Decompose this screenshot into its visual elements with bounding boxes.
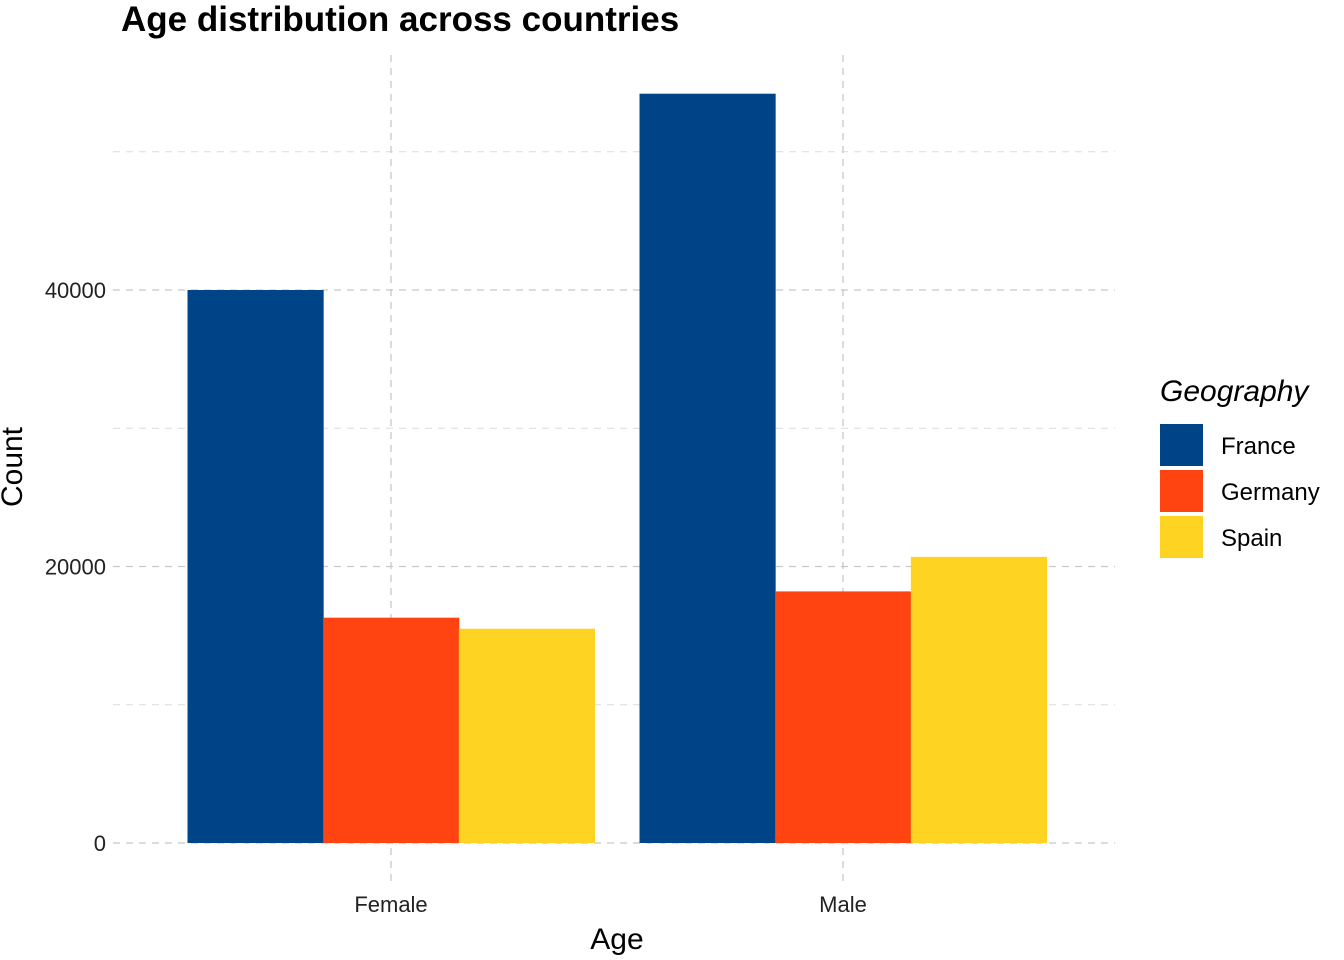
legend-label-spain: Spain <box>1221 525 1282 552</box>
bar-germany-male <box>775 591 912 843</box>
legend: Geography France Germany Spain <box>1160 375 1320 558</box>
legend-swatch-germany <box>1160 470 1203 512</box>
bar-spain-male <box>910 556 1047 843</box>
x-tick-label: Female <box>354 892 427 917</box>
x-axis-title: Age <box>590 923 643 956</box>
legend-title: Geography <box>1160 375 1310 408</box>
y-tick-label: 0 <box>94 831 106 856</box>
legend-label-germany: Germany <box>1221 479 1320 506</box>
y-tick-label: 20000 <box>45 555 106 580</box>
bar-spain-female <box>458 628 595 843</box>
bar-france-female <box>187 290 324 843</box>
x-axis-ticks: Female Male <box>354 892 867 917</box>
bar-france-male <box>639 93 776 844</box>
bars <box>187 93 1047 844</box>
legend-swatch-france <box>1160 424 1203 466</box>
y-axis-ticks: 0 20000 40000 <box>45 278 106 856</box>
legend-label-france: France <box>1221 433 1296 460</box>
x-tick-label: Male <box>819 892 867 917</box>
y-axis-title: Count <box>0 426 29 507</box>
chart-title: Age distribution across countries <box>121 0 679 39</box>
legend-swatch-spain <box>1160 516 1203 558</box>
y-tick-label: 40000 <box>45 278 106 303</box>
bar-germany-female <box>323 617 460 843</box>
